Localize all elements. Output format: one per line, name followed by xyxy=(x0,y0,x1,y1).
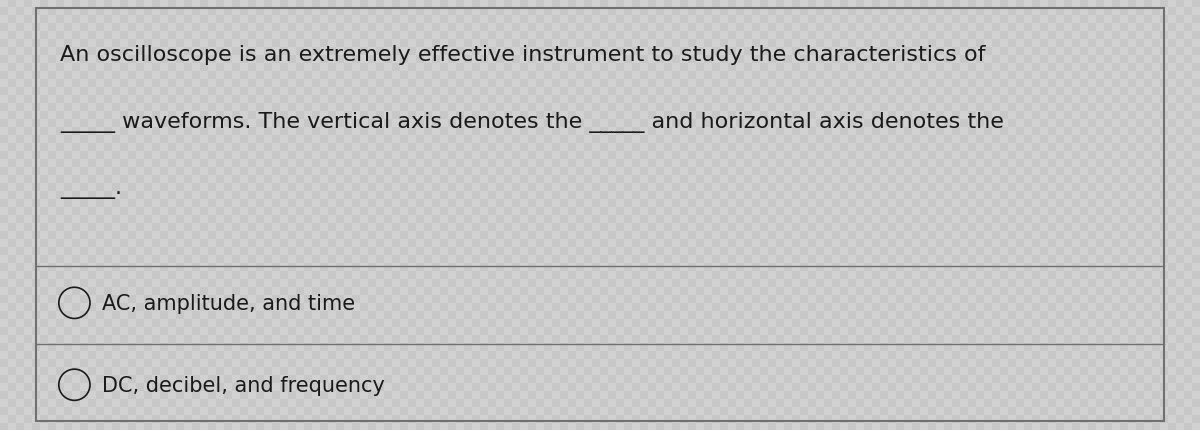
Text: _____ waveforms. The vertical axis denotes the _____ and horizontal axis denotes: _____ waveforms. The vertical axis denot… xyxy=(60,112,1004,133)
Text: An oscilloscope is an extremely effective instrument to study the characteristic: An oscilloscope is an extremely effectiv… xyxy=(60,45,985,65)
Text: AC, amplitude, and time: AC, amplitude, and time xyxy=(102,293,355,313)
Text: DC, decibel, and frequency: DC, decibel, and frequency xyxy=(102,375,385,395)
Text: _____.: _____. xyxy=(60,178,122,198)
